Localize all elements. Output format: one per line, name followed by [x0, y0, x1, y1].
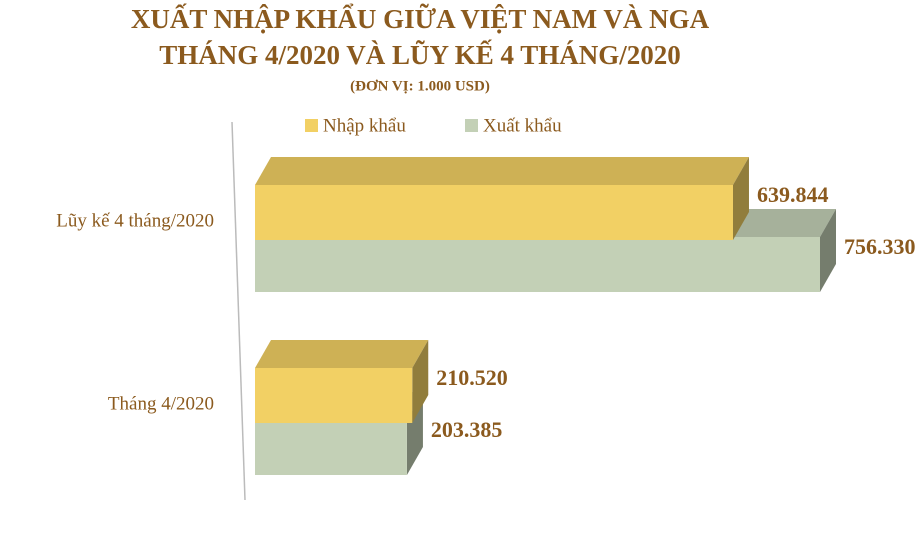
bar-front [255, 237, 820, 292]
chart-title: XUẤT NHẬP KHẨU GIỮA VIỆT NAM VÀ NGA [131, 3, 710, 34]
bar-top [255, 157, 749, 185]
bar-front [255, 420, 407, 475]
bar-front [255, 185, 733, 240]
category-label: Tháng 4/2020 [108, 393, 214, 414]
value-label: 210.520 [436, 365, 508, 390]
category-label: Lũy kế 4 tháng/2020 [56, 210, 214, 231]
value-label: 756.330 [844, 234, 916, 259]
legend-label: Nhập khẩu [323, 115, 406, 136]
bar-side [732, 157, 749, 240]
bar-side [406, 392, 423, 475]
bar [255, 340, 429, 423]
bar-side [412, 340, 429, 423]
bar [255, 157, 749, 240]
bar-side [820, 209, 836, 292]
bar-top [255, 340, 429, 368]
value-label: 639.844 [757, 182, 829, 207]
value-label: 203.385 [431, 417, 503, 442]
chart-subtitle: (ĐƠN VỊ: 1.000 USD) [350, 78, 490, 94]
category-axis [231, 121, 246, 501]
bar-front [255, 368, 413, 423]
legend-swatch [465, 119, 478, 132]
legend-swatch [305, 119, 318, 132]
chart-title: THÁNG 4/2020 VÀ LŨY KẾ 4 THÁNG/2020 [159, 39, 681, 70]
legend-label: Xuất khẩu [483, 115, 562, 136]
